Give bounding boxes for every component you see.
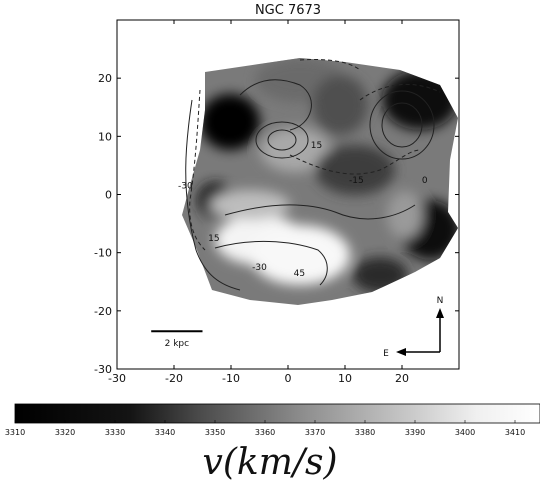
velocity-field: -30 15 -30 45 15 -15 0: [178, 58, 458, 305]
colorbar-tick-label: 3330: [105, 428, 125, 437]
y-tick-label: -20: [94, 305, 112, 318]
y-tick-label: -30: [94, 363, 112, 376]
colorbar-tick-label: 3310: [5, 428, 25, 437]
contour-label: -30: [252, 263, 267, 273]
y-tick-label: -10: [94, 247, 112, 260]
scale-bar-label: 2 kpc: [165, 339, 190, 349]
contour-label: -15: [349, 176, 364, 186]
contour-label: 0: [422, 176, 428, 186]
colorbar-tick-label: 3320: [55, 428, 75, 437]
velocity-contours: [185, 59, 441, 291]
compass: [396, 308, 444, 356]
colorbar-tick-label: 3340: [155, 428, 175, 437]
y-tick-label: 10: [98, 130, 112, 143]
colorbar-tick-label: 3370: [305, 428, 325, 437]
x-tick-label: 0: [285, 372, 292, 385]
colorbar-tick-label: 3380: [355, 428, 375, 437]
x-axis: -30 -20 -10 0 10 20: [108, 20, 409, 385]
colorbar-tick-label: 3350: [205, 428, 225, 437]
contour-label: 15: [208, 234, 219, 244]
y-axis: -30 -20 -10 0 10 20: [94, 72, 459, 376]
colorbar-ticks: 3310 3320 3330 3340 3350 3360 3370 3380 3390 3400…: [5, 420, 525, 437]
chart-title: NGC 7673: [255, 3, 321, 18]
contour-label: 45: [294, 269, 305, 279]
y-tick-label: 0: [105, 189, 112, 202]
y-tick-label: 20: [98, 72, 112, 85]
x-tick-label: -30: [108, 372, 126, 385]
x-tick-label: 20: [395, 372, 409, 385]
scale-bar: 2 kpc: [151, 330, 203, 349]
x-tick-label: -10: [222, 372, 240, 385]
compass-east-label: E: [383, 349, 389, 359]
x-tick-label: -20: [165, 372, 183, 385]
colorbar: [14, 403, 540, 424]
compass-north-label: N: [437, 296, 444, 306]
colorbar-tick-label: 3360: [255, 428, 275, 437]
colorbar-label: v(km/s): [203, 442, 338, 483]
contour-labels: -30 15 -30 45 15 -15 0: [178, 141, 428, 279]
contour-label: -30: [178, 182, 193, 192]
colorbar-tick-label: 3410: [505, 428, 525, 437]
contour-label: 15: [311, 141, 322, 151]
x-tick-label: 10: [338, 372, 352, 385]
colorbar-tick-label: 3390: [405, 428, 425, 437]
colorbar-tick-label: 3400: [455, 428, 475, 437]
